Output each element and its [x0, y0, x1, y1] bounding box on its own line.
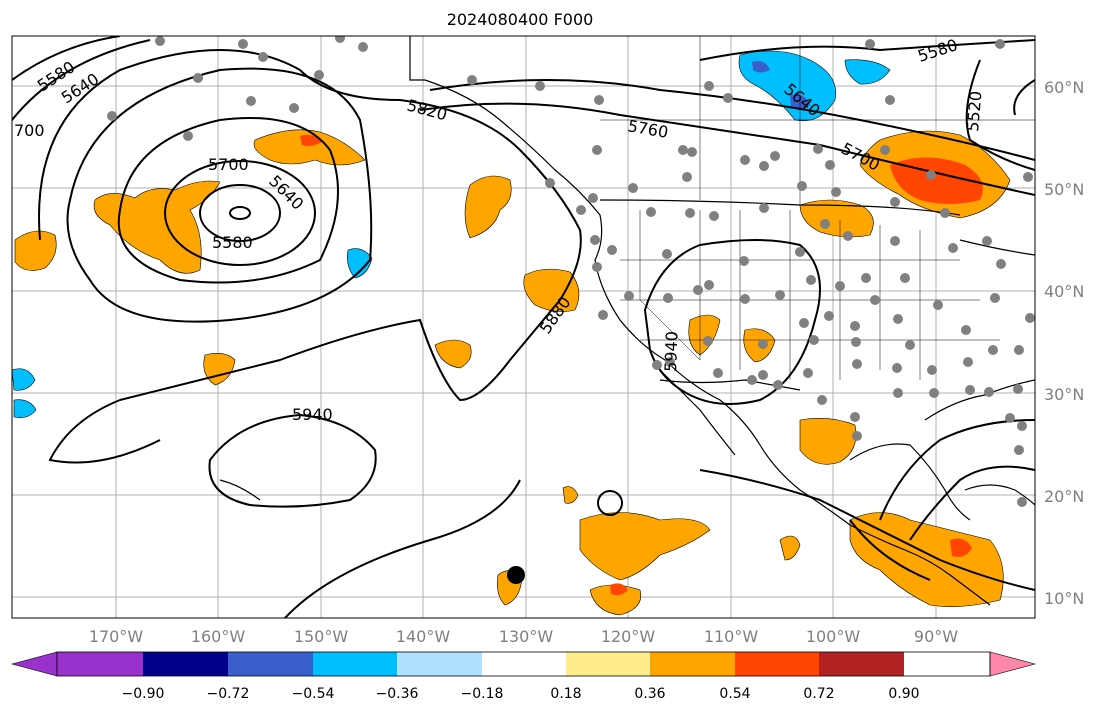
svg-text:0.72: 0.72: [803, 686, 834, 702]
colorbar-swatch: [397, 652, 482, 676]
storm-marker: [507, 566, 525, 584]
svg-text:100°W: 100°W: [806, 627, 861, 646]
map-title: 2024080400 F000: [446, 10, 594, 29]
svg-text:5940: 5940: [661, 331, 681, 372]
svg-text:5580: 5580: [212, 233, 253, 252]
svg-text:5940: 5940: [292, 405, 333, 424]
svg-text:130°W: 130°W: [499, 627, 554, 646]
station-markers: [107, 36, 1035, 507]
svg-text:−0.90: −0.90: [122, 686, 165, 702]
svg-text:50°N: 50°N: [1044, 180, 1084, 199]
svg-text:−0.72: −0.72: [207, 686, 250, 702]
colorbar-swatch: [482, 652, 566, 676]
colorbar-swatch: [566, 652, 650, 676]
colorbar: −0.90 −0.72 −0.54 −0.36 −0.18 0.18 0.36 …: [10, 651, 1037, 702]
svg-text:10°N: 10°N: [1044, 589, 1084, 608]
colorbar-swatch: [313, 652, 397, 676]
colorbar-swatch: [228, 652, 313, 676]
svg-text:−0.54: −0.54: [292, 686, 335, 702]
svg-text:120°W: 120°W: [601, 627, 656, 646]
colorbar-left-arrow: [10, 651, 58, 677]
colorbar-ticks: −0.90 −0.72 −0.54 −0.36 −0.18 0.18 0.36 …: [122, 686, 920, 702]
latitude-labels: 60°N 50°N 40°N 30°N 20°N 10°N: [1044, 78, 1084, 608]
svg-text:110°W: 110°W: [704, 627, 759, 646]
svg-text:5700: 5700: [208, 155, 249, 174]
colorbar-swatch: [650, 652, 735, 676]
svg-text:−0.18: −0.18: [461, 686, 504, 702]
svg-text:−0.36: −0.36: [376, 686, 419, 702]
svg-text:20°N: 20°N: [1044, 487, 1084, 506]
svg-text:90°W: 90°W: [914, 627, 958, 646]
svg-text:5520: 5520: [963, 90, 985, 132]
colorbar-frame: [56, 651, 991, 677]
svg-text:160°W: 160°W: [191, 627, 246, 646]
colorbar-swatch: [143, 652, 228, 676]
svg-text:0.18: 0.18: [550, 686, 581, 702]
colorbar-right-arrow: [989, 651, 1037, 677]
svg-text:60°N: 60°N: [1044, 78, 1084, 97]
height-contours: [12, 36, 1035, 618]
colorbar-swatch: [819, 652, 904, 676]
state-borders: [600, 36, 1035, 380]
longitude-labels: 170°W 160°W 150°W 140°W 130°W 120°W 110°…: [89, 627, 958, 646]
svg-text:0.36: 0.36: [634, 686, 665, 702]
svg-text:0.90: 0.90: [888, 686, 919, 702]
colorbar-swatch: [57, 652, 143, 676]
colorbar-swatch: [735, 652, 819, 676]
svg-text:150°W: 150°W: [294, 627, 349, 646]
svg-text:30°N: 30°N: [1044, 385, 1084, 404]
svg-text:170°W: 170°W: [89, 627, 144, 646]
svg-text:140°W: 140°W: [396, 627, 451, 646]
svg-text:40°N: 40°N: [1044, 282, 1084, 301]
svg-text:700: 700: [14, 121, 45, 140]
svg-text:0.54: 0.54: [719, 686, 750, 702]
map-frame: [11, 35, 1036, 619]
